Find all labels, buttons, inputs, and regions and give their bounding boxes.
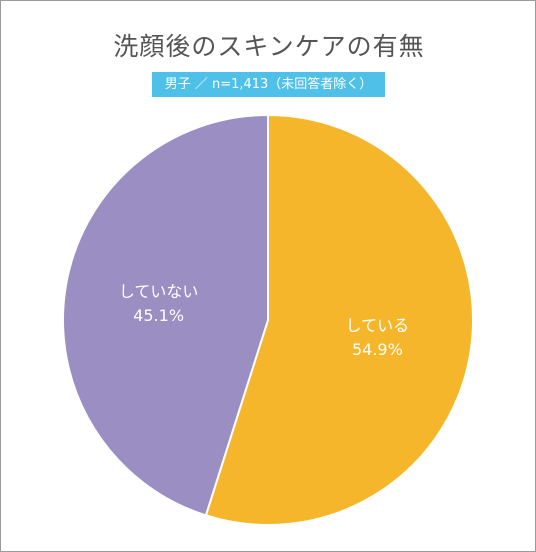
- slice-value-1: 45.1%: [133, 306, 184, 325]
- pie-slice-1: [62, 113, 269, 517]
- chart-subtitle-badge: 男子 ／ n=1,413（未回答者除く）: [152, 72, 385, 97]
- chart-title: 洗顔後のスキンケアの有無: [113, 32, 425, 61]
- slice-value-0: 54.9%: [352, 340, 403, 359]
- slice-label-1: していない: [119, 282, 199, 301]
- pie-slice-0: [204, 113, 474, 526]
- slice-label-0: している: [346, 316, 410, 335]
